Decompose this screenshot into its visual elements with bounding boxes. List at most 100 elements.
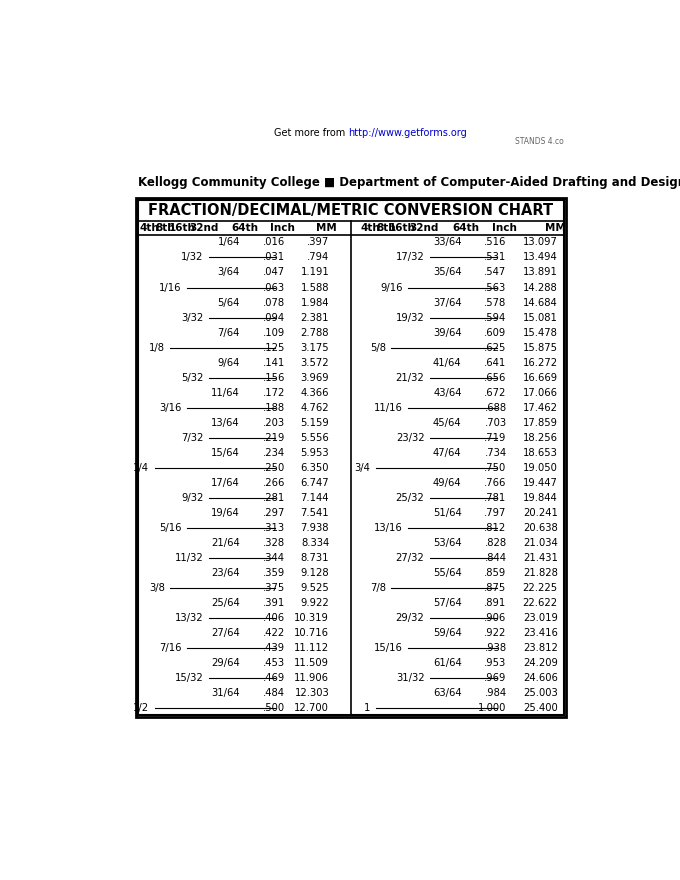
- Text: .794: .794: [307, 253, 329, 262]
- Text: 31/64: 31/64: [211, 688, 240, 698]
- Text: .656: .656: [484, 372, 507, 383]
- Text: .922: .922: [484, 627, 507, 638]
- Text: 23/64: 23/64: [211, 568, 240, 578]
- Text: STANDS 4.co: STANDS 4.co: [515, 137, 564, 146]
- Text: 61/64: 61/64: [433, 658, 462, 668]
- Text: .516: .516: [484, 238, 507, 247]
- Text: 13/32: 13/32: [175, 612, 203, 623]
- Text: Inch: Inch: [492, 223, 517, 233]
- Text: 17.859: 17.859: [523, 418, 558, 428]
- Text: 9/16: 9/16: [380, 282, 403, 292]
- Text: 12.303: 12.303: [294, 688, 329, 698]
- Text: 3/64: 3/64: [218, 268, 240, 277]
- Text: .641: .641: [484, 357, 507, 368]
- Text: 13.097: 13.097: [523, 238, 558, 247]
- Text: 25.400: 25.400: [523, 703, 558, 713]
- Text: 21/32: 21/32: [396, 372, 424, 383]
- Text: 3.969: 3.969: [301, 372, 329, 383]
- Text: 27/64: 27/64: [211, 627, 240, 638]
- Text: 13/16: 13/16: [374, 523, 403, 532]
- Text: .203: .203: [263, 418, 285, 428]
- Text: 9/32: 9/32: [181, 493, 203, 502]
- Text: 3.175: 3.175: [301, 342, 329, 353]
- Text: .984: .984: [484, 688, 507, 698]
- Text: 21.431: 21.431: [523, 553, 558, 563]
- Text: 9/64: 9/64: [218, 357, 240, 368]
- Text: .531: .531: [484, 253, 507, 262]
- Text: 7/64: 7/64: [218, 327, 240, 338]
- Text: 8th: 8th: [155, 223, 175, 233]
- Text: 39/64: 39/64: [433, 327, 462, 338]
- Text: 17.462: 17.462: [523, 403, 558, 413]
- Text: .563: .563: [484, 282, 507, 292]
- Text: .578: .578: [484, 297, 507, 307]
- Text: 3/4: 3/4: [354, 463, 370, 473]
- Text: .359: .359: [262, 568, 285, 578]
- Text: 11.509: 11.509: [294, 658, 329, 668]
- Text: 59/64: 59/64: [433, 627, 462, 638]
- Text: 17.066: 17.066: [523, 387, 558, 398]
- Text: Get more from: Get more from: [274, 128, 348, 137]
- Text: 41/64: 41/64: [433, 357, 462, 368]
- Text: 14.288: 14.288: [523, 282, 558, 292]
- Text: FRACTION/DECIMAL/METRIC CONVERSION CHART: FRACTION/DECIMAL/METRIC CONVERSION CHART: [148, 202, 554, 218]
- Text: 43/64: 43/64: [433, 387, 462, 398]
- Text: 7/32: 7/32: [181, 433, 203, 443]
- Text: .906: .906: [484, 612, 507, 623]
- Text: 3.572: 3.572: [301, 357, 329, 368]
- Text: .766: .766: [484, 478, 507, 488]
- Text: .953: .953: [484, 658, 507, 668]
- Text: 5/8: 5/8: [370, 342, 386, 353]
- Text: .250: .250: [262, 463, 285, 473]
- Text: 2.381: 2.381: [301, 312, 329, 323]
- Text: 7/8: 7/8: [370, 583, 386, 593]
- Text: 11/64: 11/64: [211, 387, 240, 398]
- Text: .891: .891: [484, 598, 507, 608]
- Text: .109: .109: [262, 327, 285, 338]
- Text: 5.159: 5.159: [301, 418, 329, 428]
- Text: .859: .859: [484, 568, 507, 578]
- Text: .875: .875: [484, 583, 507, 593]
- Text: .797: .797: [484, 508, 507, 517]
- Text: 22.225: 22.225: [523, 583, 558, 593]
- Text: 4.366: 4.366: [301, 387, 329, 398]
- Text: 15.081: 15.081: [523, 312, 558, 323]
- Text: 20.241: 20.241: [523, 508, 558, 517]
- Text: 23.019: 23.019: [523, 612, 558, 623]
- Text: 17/32: 17/32: [396, 253, 424, 262]
- Text: 1.000: 1.000: [478, 703, 507, 713]
- Text: 64th: 64th: [453, 223, 480, 233]
- Text: 24.606: 24.606: [523, 673, 558, 683]
- Text: 5/64: 5/64: [218, 297, 240, 307]
- Text: .688: .688: [484, 403, 507, 413]
- Text: 7.541: 7.541: [301, 508, 329, 517]
- Text: 53/64: 53/64: [433, 538, 462, 547]
- Text: 3/32: 3/32: [182, 312, 203, 323]
- Text: 15.875: 15.875: [523, 342, 558, 353]
- Text: 57/64: 57/64: [433, 598, 462, 608]
- Text: 47/64: 47/64: [433, 448, 462, 458]
- Text: MM: MM: [545, 223, 566, 233]
- Text: 11/32: 11/32: [175, 553, 203, 563]
- Text: 8.731: 8.731: [301, 553, 329, 563]
- Text: Kellogg Community College ■ Department of Computer-Aided Drafting and Design: Kellogg Community College ■ Department o…: [137, 176, 680, 189]
- Text: 15/16: 15/16: [374, 643, 403, 653]
- Text: 33/64: 33/64: [433, 238, 462, 247]
- Text: 15/32: 15/32: [175, 673, 203, 683]
- Text: .439: .439: [263, 643, 285, 653]
- Text: .625: .625: [484, 342, 507, 353]
- Text: 64th: 64th: [231, 223, 258, 233]
- Text: 4th: 4th: [139, 223, 159, 233]
- Text: http://www.getforms.org: http://www.getforms.org: [348, 128, 467, 137]
- Text: .188: .188: [263, 403, 285, 413]
- Text: .328: .328: [263, 538, 285, 547]
- Text: .453: .453: [263, 658, 285, 668]
- Text: .719: .719: [484, 433, 507, 443]
- Text: 25/32: 25/32: [396, 493, 424, 502]
- Text: .938: .938: [484, 643, 507, 653]
- Text: .969: .969: [484, 673, 507, 683]
- Text: .781: .781: [484, 493, 507, 502]
- Text: 10.716: 10.716: [294, 627, 329, 638]
- Text: 19.844: 19.844: [523, 493, 558, 502]
- Text: 18.653: 18.653: [523, 448, 558, 458]
